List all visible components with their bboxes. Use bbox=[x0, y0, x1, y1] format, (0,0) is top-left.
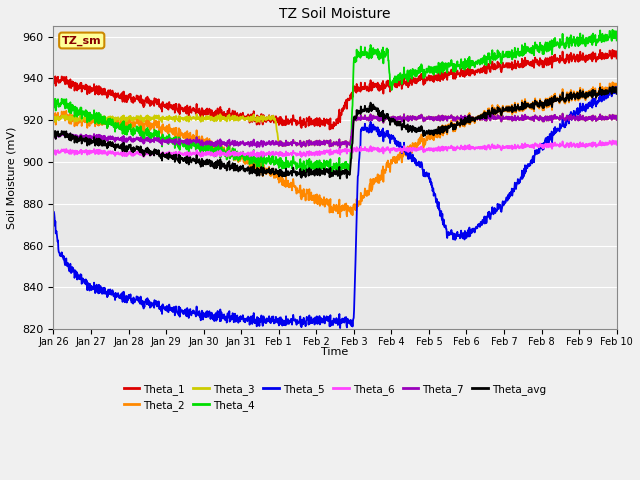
Theta_4 bbox=[371, 47, 378, 53]
Theta_6 bbox=[609, 138, 616, 144]
Theta_3 bbox=[559, 111, 566, 117]
Legend: Theta_1, Theta_2, Theta_3, Theta_4, Theta_5, Theta_6, Theta_7, Theta_avg: Theta_1, Theta_2, Theta_3, Theta_4, Thet… bbox=[120, 380, 550, 415]
Line: Theta_avg: Theta_avg bbox=[54, 86, 617, 179]
Theta_4 bbox=[93, 119, 101, 125]
Line: Theta_5: Theta_5 bbox=[54, 87, 617, 328]
Theta_2 bbox=[50, 116, 58, 121]
Title: TZ Soil Moisture: TZ Soil Moisture bbox=[279, 7, 391, 21]
Theta_6 bbox=[311, 153, 319, 158]
Theta_4 bbox=[609, 27, 616, 33]
Theta_1 bbox=[50, 77, 58, 83]
Theta_7 bbox=[559, 111, 566, 117]
Theta_7 bbox=[50, 133, 58, 139]
Theta_5 bbox=[93, 289, 101, 295]
Theta_3 bbox=[116, 117, 124, 122]
Theta_4 bbox=[116, 126, 124, 132]
Theta_7 bbox=[371, 114, 378, 120]
Theta_2 bbox=[116, 122, 124, 128]
Theta_2 bbox=[613, 90, 621, 96]
Theta_avg bbox=[613, 91, 621, 96]
Theta_6 bbox=[116, 152, 124, 157]
Theta_6 bbox=[93, 151, 101, 156]
Theta_6 bbox=[289, 151, 297, 156]
Theta_avg bbox=[609, 84, 616, 89]
Theta_2 bbox=[310, 197, 318, 203]
Theta_avg bbox=[371, 104, 378, 109]
Theta_1 bbox=[310, 120, 318, 126]
Theta_avg bbox=[50, 132, 58, 137]
Theta_1 bbox=[93, 90, 101, 96]
Theta_5 bbox=[289, 316, 296, 322]
Theta_7 bbox=[613, 117, 621, 123]
Text: TZ_sm: TZ_sm bbox=[62, 36, 102, 46]
Theta_6 bbox=[371, 145, 378, 151]
Theta_7 bbox=[336, 144, 344, 150]
Theta_4 bbox=[336, 172, 344, 178]
Theta_4 bbox=[613, 37, 621, 43]
Theta_2 bbox=[300, 192, 308, 197]
Line: Theta_1: Theta_1 bbox=[54, 50, 617, 130]
Theta_6 bbox=[613, 142, 621, 147]
X-axis label: Time: Time bbox=[321, 347, 349, 357]
Theta_3 bbox=[289, 139, 296, 145]
Theta_7 bbox=[116, 137, 124, 143]
Theta_avg bbox=[289, 168, 296, 174]
Theta_4 bbox=[289, 158, 296, 164]
Y-axis label: Soil Moisture (mV): Soil Moisture (mV) bbox=[7, 126, 17, 229]
Theta_3 bbox=[336, 144, 344, 150]
Theta_1 bbox=[609, 47, 616, 53]
Theta_3 bbox=[613, 117, 621, 123]
Theta_5 bbox=[300, 319, 308, 325]
Theta_5 bbox=[336, 325, 344, 331]
Theta_5 bbox=[613, 91, 621, 97]
Line: Theta_3: Theta_3 bbox=[54, 114, 617, 147]
Theta_7 bbox=[310, 141, 318, 146]
Theta_1 bbox=[326, 127, 333, 132]
Theta_7 bbox=[289, 139, 296, 145]
Theta_1 bbox=[371, 81, 378, 86]
Theta_4 bbox=[310, 164, 318, 170]
Theta_avg bbox=[93, 142, 101, 147]
Theta_2 bbox=[93, 121, 101, 127]
Theta_3 bbox=[300, 141, 308, 147]
Theta_1 bbox=[300, 120, 308, 126]
Theta_7 bbox=[93, 136, 101, 142]
Theta_3 bbox=[371, 114, 378, 120]
Theta_5 bbox=[116, 295, 124, 300]
Theta_2 bbox=[336, 214, 344, 220]
Theta_2 bbox=[371, 176, 378, 182]
Theta_6 bbox=[158, 154, 166, 160]
Line: Theta_7: Theta_7 bbox=[54, 114, 617, 147]
Theta_3 bbox=[93, 117, 101, 123]
Theta_1 bbox=[289, 116, 296, 122]
Theta_5 bbox=[310, 319, 318, 324]
Theta_5 bbox=[612, 84, 620, 90]
Theta_avg bbox=[336, 176, 344, 181]
Theta_1 bbox=[116, 95, 124, 101]
Theta_avg bbox=[310, 170, 318, 176]
Theta_4 bbox=[300, 163, 308, 169]
Theta_3 bbox=[310, 141, 318, 146]
Line: Theta_4: Theta_4 bbox=[54, 30, 617, 175]
Theta_1 bbox=[613, 56, 621, 61]
Theta_3 bbox=[50, 116, 58, 122]
Theta_5 bbox=[371, 123, 378, 129]
Theta_avg bbox=[116, 145, 124, 151]
Theta_2 bbox=[609, 79, 616, 85]
Line: Theta_6: Theta_6 bbox=[54, 141, 617, 157]
Theta_6 bbox=[301, 152, 308, 158]
Theta_4 bbox=[50, 101, 58, 107]
Theta_5 bbox=[50, 209, 58, 215]
Theta_6 bbox=[50, 150, 58, 156]
Theta_avg bbox=[300, 170, 308, 176]
Theta_7 bbox=[300, 141, 308, 147]
Line: Theta_2: Theta_2 bbox=[54, 82, 617, 217]
Theta_2 bbox=[289, 180, 296, 186]
